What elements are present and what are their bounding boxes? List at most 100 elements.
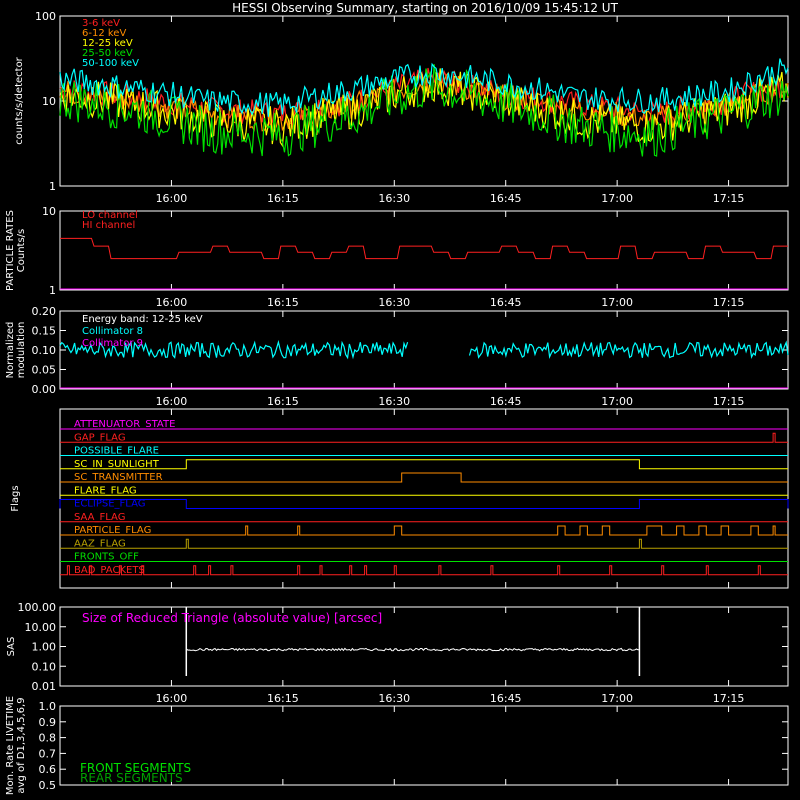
- y-tick-label: 10: [42, 95, 56, 108]
- y-tick-label: 1: [49, 180, 56, 193]
- flag-line: [60, 525, 788, 536]
- x-tick-label: 17:00: [601, 692, 633, 705]
- legend-entry: HI channel: [82, 220, 135, 231]
- x-tick-label: 16:15: [267, 296, 299, 309]
- x-tick-label: 16:30: [378, 296, 410, 309]
- y-tick-label: 0.15: [32, 325, 57, 338]
- flag-line: [60, 432, 788, 443]
- panel-frame: [59, 210, 789, 291]
- legend-entry: 25-50 keV: [82, 48, 133, 59]
- x-tick-label: 16:15: [267, 395, 299, 408]
- x-tick-label: 17:00: [601, 192, 633, 205]
- y-tick-label: 0.7: [39, 747, 57, 760]
- y-tick-label: 1.00: [32, 641, 57, 654]
- y-tick-label: 0.05: [32, 364, 57, 377]
- x-tick-label: 16:00: [156, 192, 188, 205]
- x-tick-label: 16:30: [378, 192, 410, 205]
- y-axis-label: counts/s/detector: [14, 56, 25, 144]
- flag-label: AAZ_FLAG: [74, 538, 126, 549]
- legend-entry: Collimator 9: [82, 338, 143, 349]
- flag-label: ECLIPSE_FLAG: [74, 499, 145, 510]
- series-line: [60, 237, 788, 260]
- x-tick-label: 16:30: [378, 692, 410, 705]
- y-tick-label: 100.00: [18, 601, 57, 614]
- flag-label: GAP_FLAG: [74, 432, 126, 443]
- panel-livetime: 0.5 0.6 0.7 0.8 0.9 1.0 Mon. Rate LIVETIME avg …: [5, 696, 789, 795]
- y-tick-label: 0.10: [32, 344, 57, 357]
- flag-label: BAD_PACKETS: [74, 565, 145, 576]
- y-tick-label: 10.00: [25, 621, 57, 634]
- legend-entry: FRONT SEGMENTS: [80, 761, 191, 775]
- y-tick-label: 0.9: [39, 716, 57, 729]
- y-tick-label: 0.01: [32, 680, 57, 693]
- flag-label: SC_IN_SUNLIGHT: [74, 459, 160, 470]
- panel-sas: 0.01 0.10 1.00 10.00 100.00 16:00 16:15 16:30 16…: [6, 601, 789, 705]
- flag-label: SC_TRANSMITTER: [74, 472, 163, 483]
- y-axis-label: Counts/s: [16, 229, 27, 273]
- x-tick-label: 16:30: [378, 395, 410, 408]
- legend-entry: 50-100 keV: [82, 58, 139, 69]
- panel-frame: [59, 705, 789, 786]
- series-line: [59, 67, 789, 127]
- flag-line: [60, 565, 788, 576]
- y-axis-label: avg of D1,3,4,5,6,9: [16, 697, 27, 793]
- x-tick-label: 16:00: [156, 395, 188, 408]
- legend-entry: Collimator 8: [82, 326, 143, 337]
- x-tick-label: 16:15: [267, 692, 299, 705]
- flag-line: [60, 472, 788, 483]
- y-tick-label: 1: [49, 284, 56, 297]
- x-tick-label: 16:00: [156, 296, 188, 309]
- x-tick-label: 16:00: [156, 692, 188, 705]
- y-axis-label: Mon. Rate LIVETIME: [5, 696, 16, 795]
- series-line: [59, 339, 409, 360]
- y-axis-label: Flags: [10, 485, 21, 511]
- series-line: [59, 58, 789, 117]
- x-tick-label: 17:15: [713, 692, 745, 705]
- y-tick-label: 0.00: [32, 383, 57, 396]
- annotation: Energy band: 12-25 keV: [82, 314, 203, 325]
- y-tick-label: 0.6: [39, 763, 57, 776]
- panel-flags: Flags ATTENUATOR_STATE GAP_FLAG POSSIBLE_FL…: [10, 408, 789, 589]
- flag-label: POSSIBLE_FLARE: [74, 446, 159, 457]
- panel-modulation: 0.00 0.05 0.10 0.15 0.20 16:00 16:15 16:30 16:45…: [5, 305, 789, 408]
- y-tick-label: 100: [35, 10, 56, 23]
- y-axis-label: SAS: [6, 637, 17, 657]
- legend-entry: 6-12 keV: [82, 28, 126, 39]
- x-tick-label: 17:15: [713, 296, 745, 309]
- series-line: [185, 617, 640, 652]
- x-tick-label: 16:15: [267, 192, 299, 205]
- flag-line: [60, 459, 788, 470]
- legend-entry: Size of Reduced Triangle (absolute value…: [82, 611, 382, 625]
- y-tick-label: 0.20: [32, 305, 57, 318]
- x-tick-label: 16:45: [490, 192, 522, 205]
- x-tick-label: 16:45: [490, 692, 522, 705]
- series-line: [468, 340, 789, 359]
- y-tick-label: 0.10: [32, 660, 57, 673]
- panel-frame: [59, 408, 789, 589]
- flag-label: PARTICLE_FLAG: [74, 525, 151, 536]
- legend-entry: 3-6 keV: [82, 18, 120, 29]
- y-axis-label: modulation: [16, 322, 27, 379]
- series-line: [59, 68, 789, 148]
- flag-label: FLARE_FLAG: [74, 485, 137, 496]
- x-tick-label: 17:00: [601, 395, 633, 408]
- y-axis-label: Normalized: [5, 322, 16, 379]
- flag-label: SAA_FLAG: [74, 512, 125, 523]
- legend-entry: 12-25 keV: [82, 38, 133, 49]
- flag-line: [59, 499, 789, 509]
- x-tick-label: 16:45: [490, 296, 522, 309]
- panel-count-rates: 1 10 100 16:00 16:15 16:30 16:45 17:00 17:15 coun…: [14, 10, 789, 205]
- flag-label: FRONTS_OFF: [74, 552, 139, 563]
- figure-title: HESSI Observing Summary, starting on 201…: [232, 1, 618, 15]
- y-tick-label: 0.5: [39, 779, 57, 792]
- y-axis-label: PARTICLE RATES: [5, 210, 16, 291]
- y-tick-label: 1.0: [39, 700, 57, 713]
- flag-line: [60, 538, 788, 549]
- panel-particle-rates: 1 10 16:00 16:15 16:30 16:45 17:00 17:15 PARTICL…: [5, 205, 789, 309]
- x-tick-label: 16:45: [490, 395, 522, 408]
- legend-entry: REAR SEGMENTS: [80, 771, 183, 785]
- x-tick-label: 17:00: [601, 296, 633, 309]
- x-tick-label: 17:15: [713, 395, 745, 408]
- x-tick-label: 17:15: [713, 192, 745, 205]
- legend-entry: LO channel: [82, 210, 138, 221]
